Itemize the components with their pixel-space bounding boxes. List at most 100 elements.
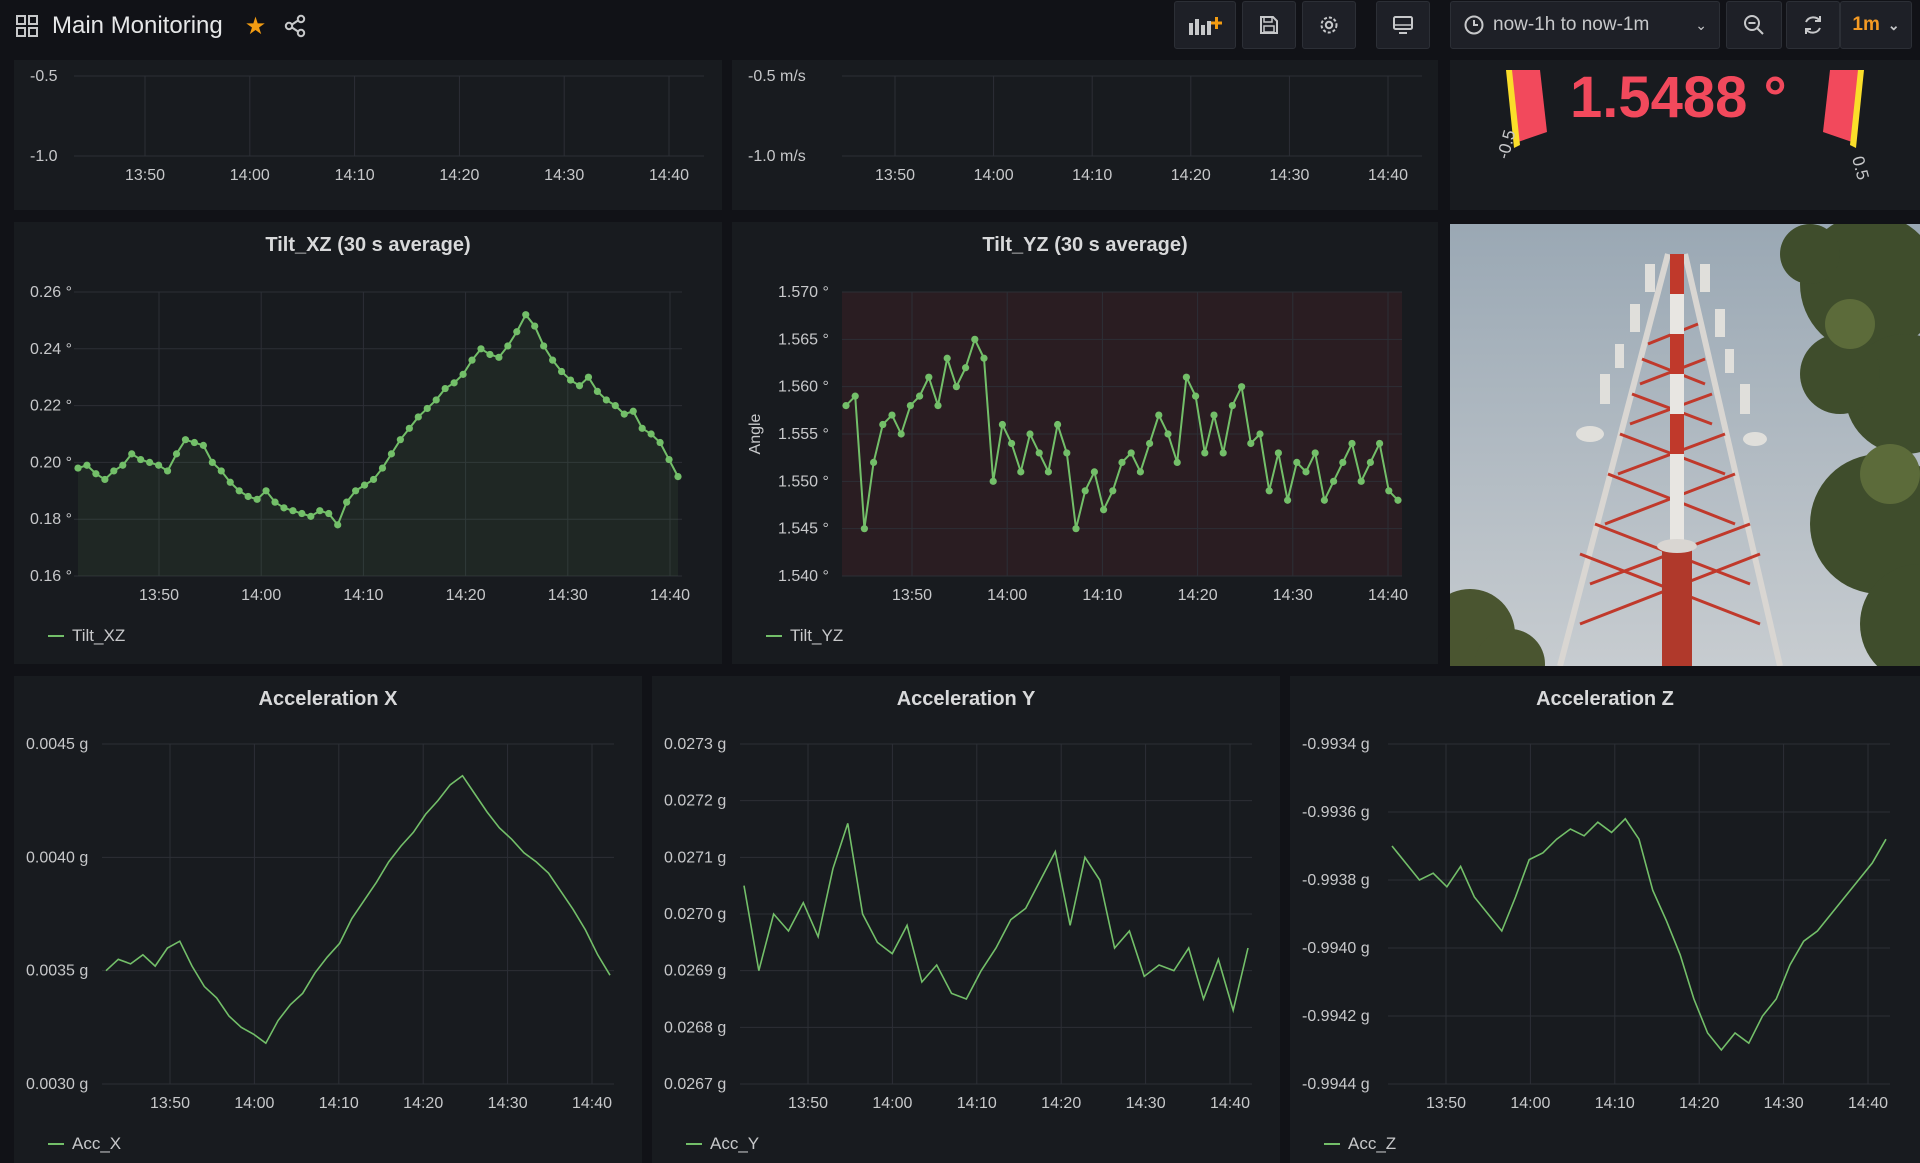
- legend-label: Acc_Y: [710, 1134, 760, 1153]
- data-point: [1247, 439, 1255, 448]
- data-point: [870, 458, 878, 466]
- data-point: [1339, 458, 1347, 466]
- x-tick-label: 13:50: [1426, 1095, 1466, 1112]
- data-point: [629, 407, 637, 415]
- data-point: [513, 328, 521, 336]
- x-tick-label: 14:10: [1595, 1095, 1635, 1112]
- zoom-out-button[interactable]: [1726, 1, 1782, 49]
- data-point: [146, 458, 154, 466]
- acceleration-x-chart: 0.0045 g 0.0040 g 0.0035 g 0.0030 g 13:50 14:…: [26, 736, 614, 1112]
- data-point: [253, 495, 261, 503]
- y-tick-label: -0.5: [30, 68, 58, 85]
- y-tick-label: 0.0270 g: [664, 906, 726, 923]
- x-tick-label: 14:40: [1368, 587, 1408, 604]
- data-point: [110, 467, 118, 475]
- data-point: [943, 354, 951, 362]
- y-tick-label: -0.9938 g: [1302, 872, 1370, 889]
- x-tick-label: 14:40: [1848, 1095, 1888, 1112]
- data-point: [1330, 477, 1338, 485]
- y-tick-label: 1.545 °: [778, 521, 829, 538]
- y-tick-label: -0.9936 g: [1302, 804, 1370, 821]
- data-point: [74, 464, 82, 472]
- data-point: [1348, 439, 1356, 448]
- refresh-interval-picker[interactable]: 1m ⌄: [1840, 1, 1912, 49]
- data-point: [378, 464, 387, 472]
- data-point: [262, 487, 270, 495]
- x-tick-label: 14:00: [234, 1095, 274, 1112]
- dashboard-grid-icon[interactable]: [14, 13, 40, 39]
- data-point: [566, 376, 575, 384]
- panel-title[interactable]: Tilt_XZ (30 s average): [265, 234, 471, 256]
- panel-title[interactable]: Tilt_YZ (30 s average): [982, 234, 1188, 256]
- data-point: [1219, 449, 1227, 457]
- tower-photo-illustration: [1450, 224, 1920, 666]
- x-tick-label: 14:20: [1679, 1095, 1719, 1112]
- data-point: [1265, 487, 1273, 495]
- legend-label: Tilt_XZ: [72, 626, 126, 645]
- settings-icon: [1320, 16, 1338, 34]
- legend-item[interactable]: Acc_Z: [1324, 1134, 1396, 1154]
- y-tick-label: 0.0040 g: [26, 849, 88, 866]
- x-tick-label: 14:00: [987, 587, 1027, 604]
- legend-item[interactable]: Tilt_XZ: [48, 626, 125, 646]
- x-tick-label: 14:40: [1368, 167, 1408, 184]
- data-point: [1063, 449, 1071, 457]
- data-point: [1238, 383, 1246, 391]
- data-point: [217, 467, 225, 475]
- star-icon[interactable]: ★: [244, 12, 267, 40]
- data-point: [271, 498, 279, 506]
- y-tick-label: 1.560 °: [778, 379, 829, 396]
- share-icon[interactable]: [282, 13, 308, 39]
- x-tick-label: 14:00: [241, 587, 281, 604]
- tv-mode-button[interactable]: [1376, 1, 1430, 49]
- data-point: [842, 402, 850, 410]
- add-panel-button[interactable]: [1174, 1, 1236, 49]
- x-tick-label: 14:20: [1178, 587, 1218, 604]
- save-dashboard-button[interactable]: [1242, 1, 1296, 49]
- data-point: [1127, 449, 1135, 457]
- y-tick-label: 0.0045 g: [26, 736, 88, 753]
- panel-title[interactable]: Acceleration Y: [896, 688, 1036, 710]
- legend-item[interactable]: Acc_Y: [686, 1134, 759, 1154]
- acceleration-y-chart: 0.0273 g 0.0272 g 0.0271 g 0.0270 g 0.0269 g…: [664, 736, 1252, 1112]
- data-point: [1357, 477, 1365, 485]
- data-point: [638, 424, 646, 432]
- legend-item[interactable]: Acc_X: [48, 1134, 121, 1154]
- data-point: [602, 396, 610, 404]
- data-point: [540, 342, 548, 350]
- data-point: [593, 387, 602, 395]
- panel-title[interactable]: Acceleration Z: [1536, 688, 1674, 710]
- data-point: [172, 450, 181, 458]
- y-tick-label: 0.0030 g: [26, 1076, 88, 1093]
- x-tick-label: 14:40: [1210, 1095, 1250, 1112]
- data-point: [432, 396, 440, 404]
- legend-item[interactable]: Tilt_YZ: [766, 626, 843, 646]
- data-point: [316, 507, 324, 515]
- data-point: [163, 467, 172, 475]
- data-point: [101, 475, 109, 484]
- refresh-button[interactable]: [1786, 1, 1840, 49]
- time-range-picker[interactable]: now-1h to now-1m ⌄: [1450, 1, 1720, 49]
- x-tick-label: 14:10: [1072, 167, 1112, 184]
- x-tick-label: 14:20: [1041, 1095, 1081, 1112]
- data-point: [1164, 430, 1172, 438]
- x-tick-label: 14:40: [572, 1095, 612, 1112]
- data-point: [137, 455, 145, 464]
- tv-mode-icon: [1393, 16, 1413, 34]
- data-point: [199, 441, 207, 449]
- legend-swatch: [686, 1143, 702, 1145]
- x-tick-label: 14:20: [403, 1095, 443, 1112]
- panel-top-middle: -0.5 m/s -1.0 m/s 13:50 14:00 14:10 14:20 14:3…: [732, 60, 1438, 210]
- dashboard-settings-button[interactable]: [1302, 1, 1356, 49]
- add-panel-icon: [1189, 17, 1222, 35]
- panel-title[interactable]: Acceleration X: [258, 688, 398, 710]
- y-tick-label: 0.0271 g: [664, 849, 726, 866]
- gauge-band-left: [1510, 70, 1547, 142]
- data-point: [1173, 458, 1181, 466]
- y-tick-label: 0.16 °: [30, 568, 72, 585]
- data-point: [522, 311, 530, 319]
- x-tick-label: 13:50: [892, 587, 932, 604]
- zoom-out-icon: [1744, 15, 1764, 35]
- y-tick-label: 1.550 °: [778, 473, 829, 490]
- dashboard-title[interactable]: Main Monitoring: [52, 12, 223, 39]
